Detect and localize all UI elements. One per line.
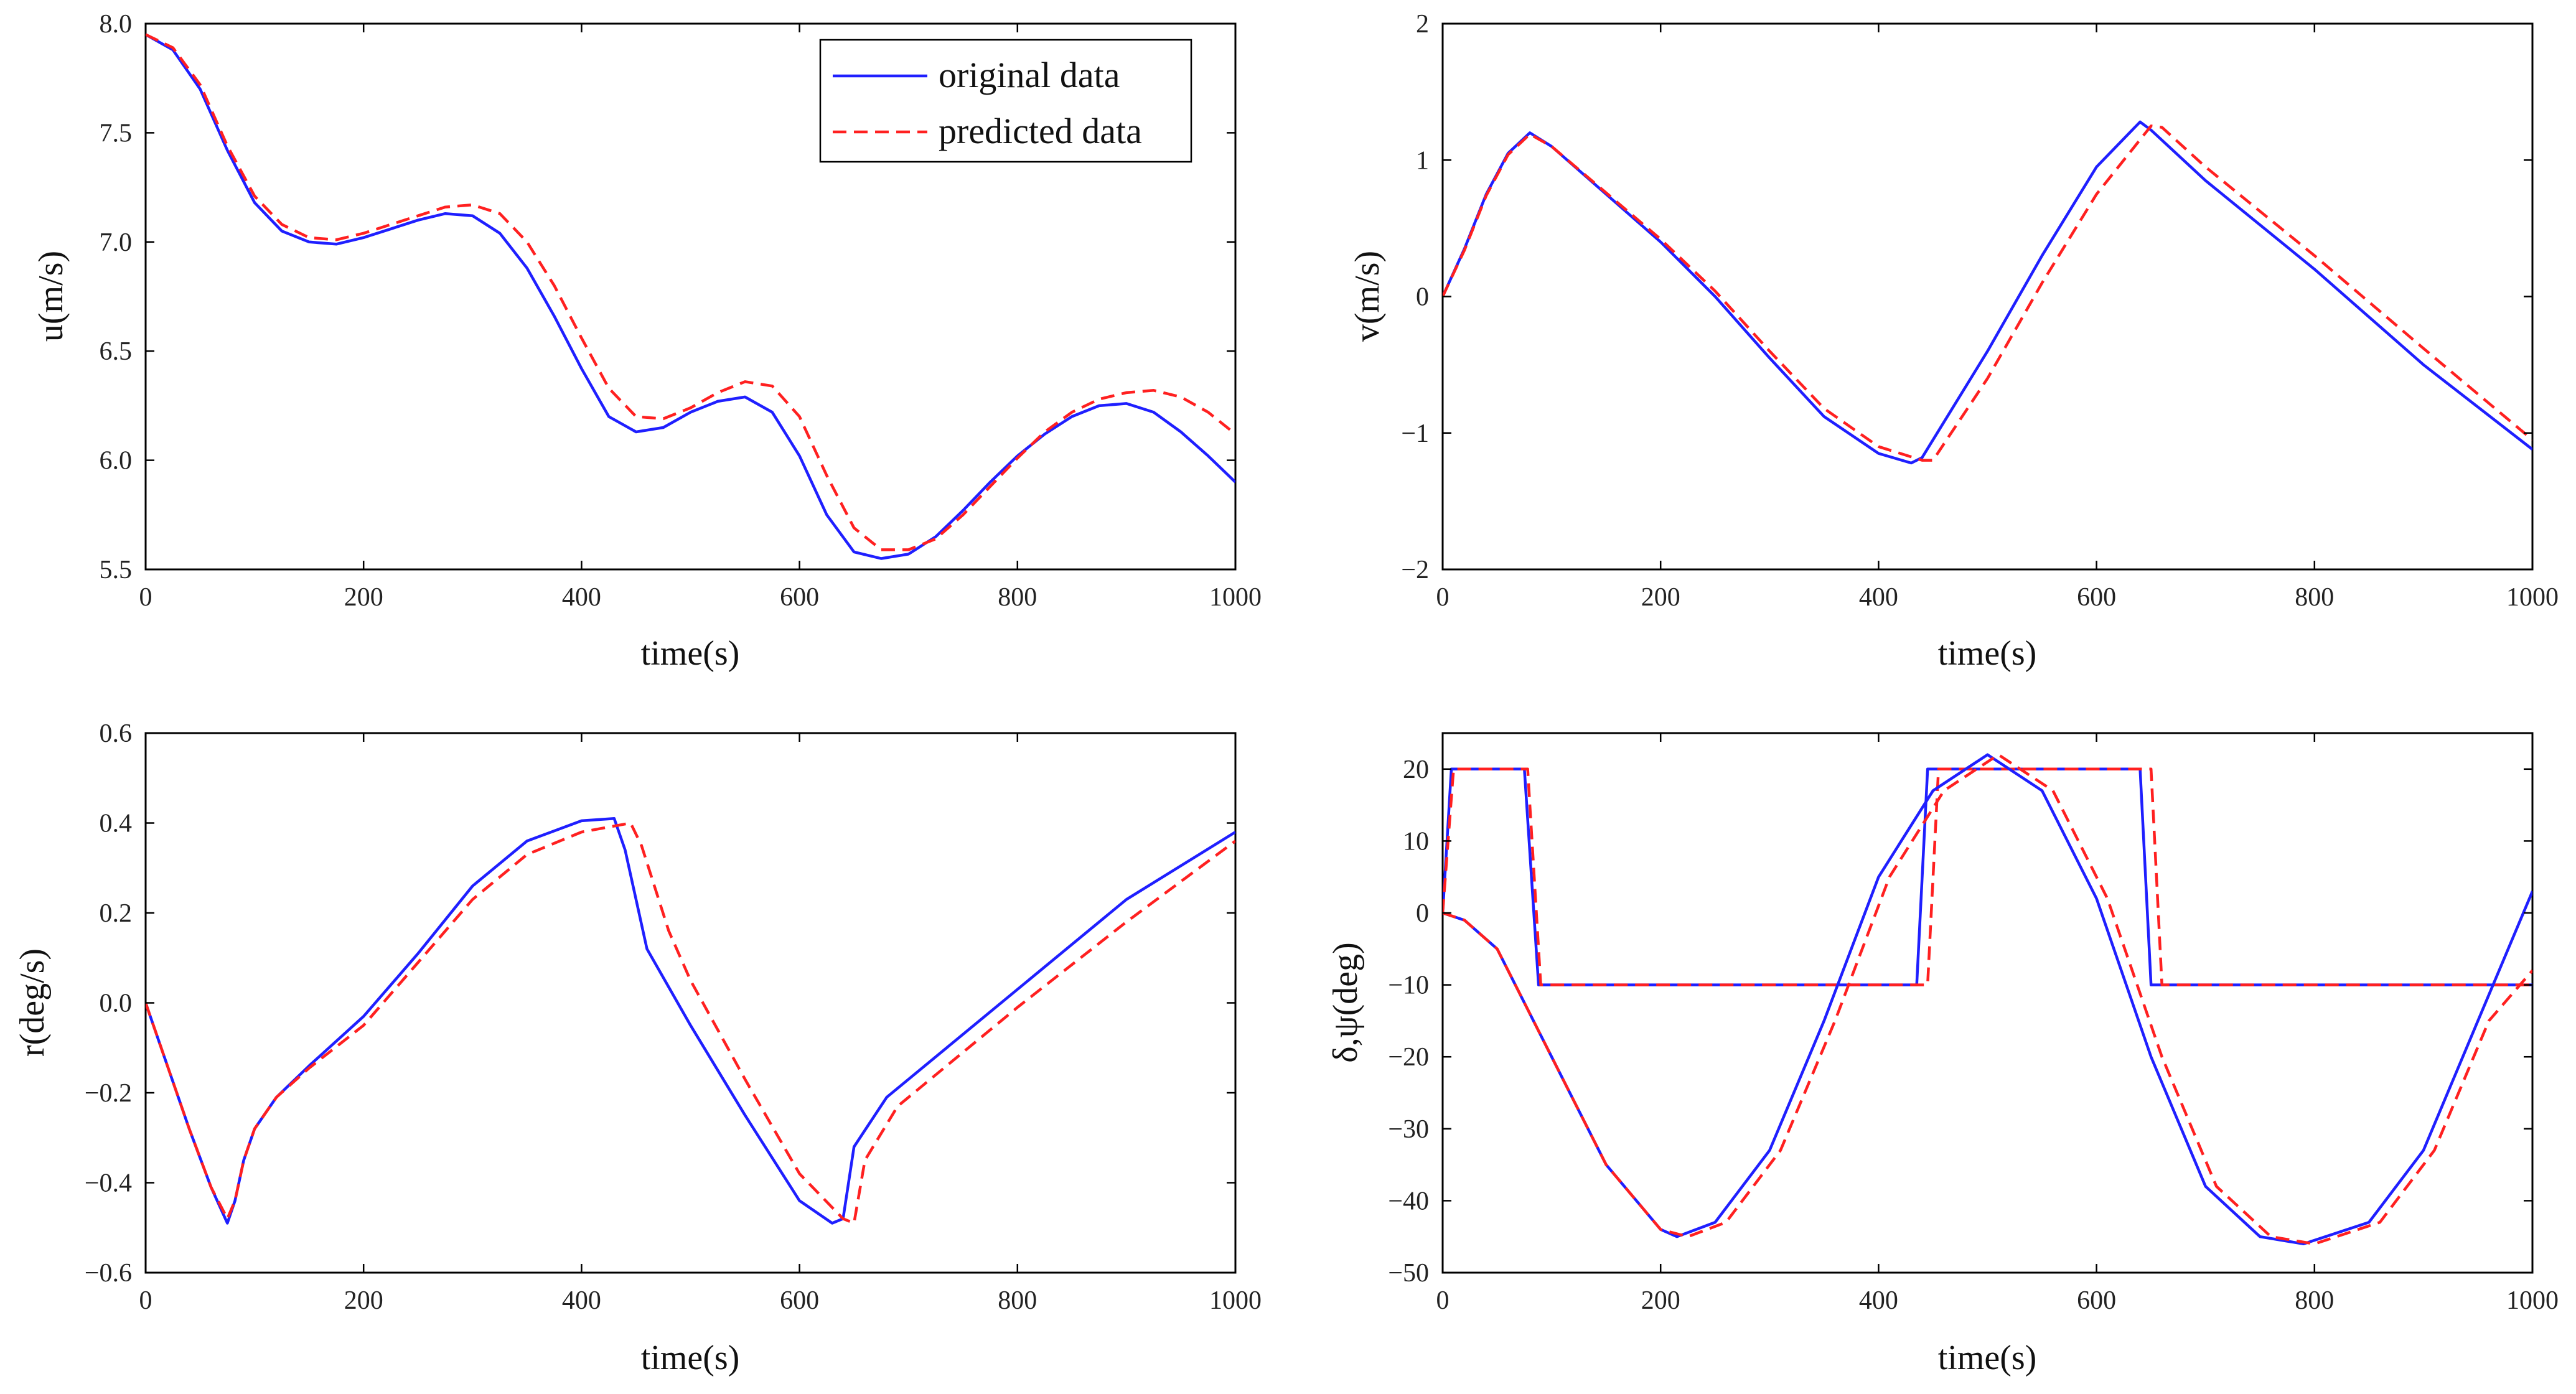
y-tick-label: 0 xyxy=(1416,283,1429,312)
plot-frame xyxy=(1441,732,2534,1274)
y-axis-label: v(m/s) xyxy=(1348,251,1387,342)
x-tick-label: 600 xyxy=(780,583,819,612)
y-tick-label: −10 xyxy=(1388,971,1429,1000)
ticks-layer: 0 200 400 600 800 1000 −0.6 −0.4 −0.2 0.0 0.2 0.4 0.… xyxy=(85,719,1262,1315)
legend-label-predicted: predicted data xyxy=(939,111,1142,151)
y-tick-label: 7.0 xyxy=(100,228,133,257)
x-tick-label: 1000 xyxy=(2506,583,2559,612)
y-tick-label: 0 xyxy=(1416,899,1429,928)
x-tick-label: 400 xyxy=(1859,1286,1898,1315)
x-axis-label: time(s) xyxy=(1938,1339,2037,1377)
chart-panel-r: 0 200 400 600 800 1000 −0.6 −0.4 −0.2 0.0 0.2 0.4 0.… xyxy=(13,719,1262,1377)
series-line-original xyxy=(1443,753,2532,1246)
x-tick-label: 800 xyxy=(998,583,1037,612)
y-tick-label: 20 xyxy=(1403,755,1429,784)
x-tick-label: 600 xyxy=(780,1286,819,1315)
x-tick-label: 800 xyxy=(998,1286,1037,1315)
x-tick-label: 600 xyxy=(2077,1286,2116,1315)
y-tick-label: 5.5 xyxy=(100,556,133,584)
x-tick-label: 600 xyxy=(2077,583,2116,612)
legend-label-original: original data xyxy=(939,55,1120,95)
series-line-original xyxy=(146,33,1235,560)
y-axis-label: δ,ψ(deg) xyxy=(1326,942,1365,1063)
series-clip xyxy=(1443,120,2532,465)
x-tick-label: 200 xyxy=(344,583,383,612)
y-tick-label: 10 xyxy=(1403,827,1429,856)
y-axis-label: r(deg/s) xyxy=(13,948,52,1057)
series-layer xyxy=(146,33,1235,560)
y-axis-label: u(m/s) xyxy=(32,251,70,342)
y-tick-label: −0.2 xyxy=(85,1079,132,1108)
x-tick-label: 200 xyxy=(1641,1286,1680,1315)
x-tick-label: 400 xyxy=(562,583,601,612)
y-tick-label: −0.6 xyxy=(85,1259,132,1288)
y-tick-label: 0.4 xyxy=(100,810,133,838)
y-tick-label: 6.0 xyxy=(100,447,133,475)
x-tick-label: 1000 xyxy=(2506,1286,2559,1315)
chart-panel-u: 0 200 400 600 800 1000 5.5 6.0 6.5 7.0 7.5 8.0 u(m/… xyxy=(32,10,1262,673)
x-axis-label: time(s) xyxy=(641,1339,740,1377)
y-tick-label: −1 xyxy=(1401,419,1429,448)
y-tick-label: 0.2 xyxy=(100,899,133,928)
x-tick-label: 0 xyxy=(1436,1286,1450,1315)
x-axis-label: time(s) xyxy=(1938,634,2037,673)
y-tick-label: 8.0 xyxy=(100,10,133,39)
series-layer xyxy=(1443,753,2532,1246)
series-clip xyxy=(146,33,1235,560)
y-tick-label: −30 xyxy=(1388,1115,1429,1144)
series-clip xyxy=(146,817,1235,1225)
x-tick-label: 1000 xyxy=(1209,1286,1262,1315)
series-clip xyxy=(1443,753,2532,1246)
y-tick-label: 2 xyxy=(1416,10,1429,39)
ticks-layer: 0 200 400 600 800 1000 5.5 6.0 6.5 7.0 7.5 8.0 xyxy=(100,10,1262,612)
y-tick-label: −50 xyxy=(1388,1259,1429,1288)
x-tick-label: 800 xyxy=(2295,583,2334,612)
y-tick-label: 0.6 xyxy=(100,719,133,748)
x-tick-label: 0 xyxy=(1436,583,1450,612)
x-tick-label: 200 xyxy=(344,1286,383,1315)
y-tick-label: 1 xyxy=(1416,146,1429,175)
legend: original data predicted data xyxy=(819,39,1192,163)
plot-frame xyxy=(1441,22,2534,571)
y-tick-label: 7.5 xyxy=(100,119,133,147)
plot-frame xyxy=(144,732,1237,1274)
x-axis-label: time(s) xyxy=(641,634,740,673)
chart-panel-delta-psi: 0 200 400 600 800 1000 −50 −40 −30 −20 −10 0 10 20 δ,… xyxy=(1326,732,2559,1377)
series-layer xyxy=(146,817,1235,1225)
series-line-predicted xyxy=(146,821,1235,1225)
series-line-predicted xyxy=(1443,124,2532,462)
y-tick-label: −20 xyxy=(1388,1043,1429,1072)
y-tick-label: 6.5 xyxy=(100,337,133,366)
y-tick-label: −2 xyxy=(1401,556,1429,584)
x-tick-label: 200 xyxy=(1641,583,1680,612)
x-tick-label: 400 xyxy=(562,1286,601,1315)
y-tick-label: 0.0 xyxy=(100,989,133,1018)
y-tick-label: −0.4 xyxy=(85,1169,132,1198)
series-line-predicted xyxy=(146,33,1235,551)
legend-box xyxy=(819,39,1192,163)
x-tick-label: 1000 xyxy=(1209,583,1262,612)
y-tick-label: −40 xyxy=(1388,1187,1429,1215)
x-tick-label: 800 xyxy=(2295,1286,2334,1315)
x-tick-label: 400 xyxy=(1859,583,1898,612)
x-tick-label: 0 xyxy=(139,1286,152,1315)
ticks-layer: 0 200 400 600 800 1000 −2 −1 0 1 2 xyxy=(1401,10,2559,612)
chart-panel-v: 0 200 400 600 800 1000 −2 −1 0 1 2 v(m/s) time(s) xyxy=(1348,10,2559,673)
x-tick-label: 0 xyxy=(139,583,152,612)
series-layer xyxy=(1443,120,2532,465)
ticks-layer: 0 200 400 600 800 1000 −50 −40 −30 −20 −10 0 10 20 xyxy=(1388,733,2559,1315)
